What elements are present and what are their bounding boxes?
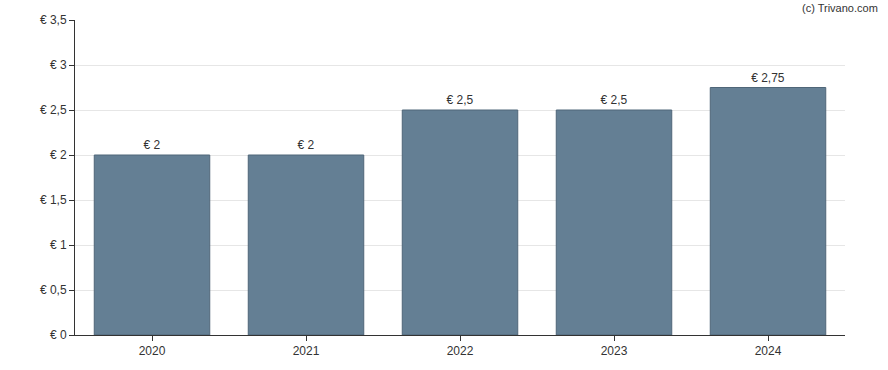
svg-text:€ 2,5: € 2,5 — [600, 93, 627, 107]
svg-text:€ 2,75: € 2,75 — [751, 71, 785, 85]
svg-text:€ 2: € 2 — [143, 138, 160, 152]
svg-text:2024: 2024 — [755, 344, 782, 358]
svg-text:€ 1,5: € 1,5 — [40, 193, 67, 207]
svg-text:2023: 2023 — [601, 344, 628, 358]
svg-text:€ 2: € 2 — [50, 148, 67, 162]
svg-text:€ 2,5: € 2,5 — [446, 93, 473, 107]
svg-text:€ 2,5: € 2,5 — [40, 103, 67, 117]
svg-text:2020: 2020 — [139, 344, 166, 358]
svg-text:€ 0: € 0 — [50, 328, 67, 342]
svg-text:€ 0,5: € 0,5 — [40, 283, 67, 297]
svg-text:(c) Trivano.com: (c) Trivano.com — [802, 2, 878, 14]
svg-text:€ 3,5: € 3,5 — [40, 13, 67, 27]
svg-text:€ 3: € 3 — [50, 58, 67, 72]
svg-text:2021: 2021 — [293, 344, 320, 358]
svg-text:€ 2: € 2 — [297, 138, 314, 152]
svg-text:2022: 2022 — [447, 344, 474, 358]
svg-text:€ 1: € 1 — [50, 238, 67, 252]
